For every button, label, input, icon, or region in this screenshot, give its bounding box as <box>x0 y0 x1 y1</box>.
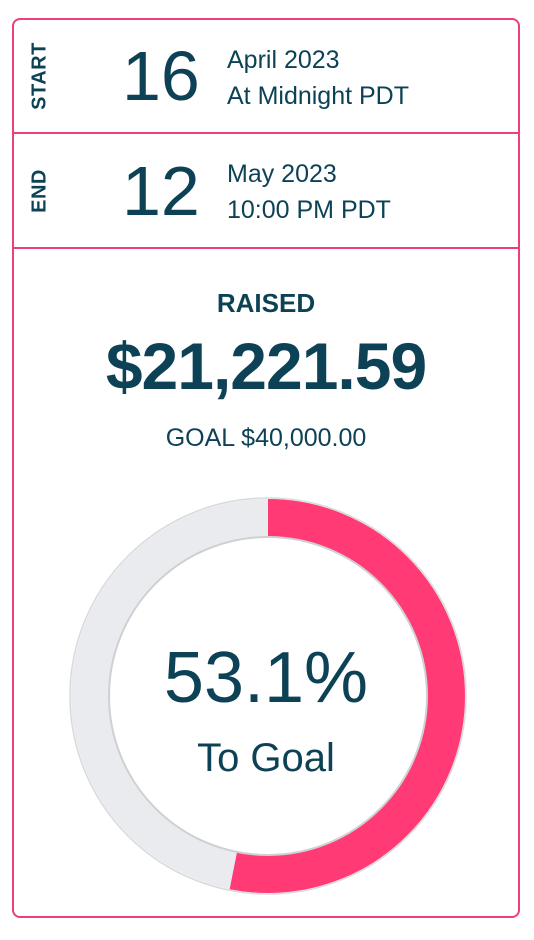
progress-percent: 53.1% <box>163 638 369 718</box>
progress-ring <box>69 497 467 895</box>
gauge-outer-outline <box>69 497 467 895</box>
start-date-row: START 16 April 2023 At Midnight PDT <box>14 20 518 134</box>
progress-caption: To Goal <box>197 736 335 780</box>
end-month-year: May 2023 <box>227 160 337 188</box>
goal-amount: GOAL $40,000.00 <box>165 424 367 452</box>
gauge-progress-arc <box>71 499 465 893</box>
end-day: 12 <box>122 151 200 230</box>
end-time: 10:00 PM PDT <box>227 196 391 224</box>
gauge-inner-outline <box>108 536 428 856</box>
start-time: At Midnight PDT <box>227 82 410 110</box>
start-month-year: April 2023 <box>227 46 340 74</box>
raised-amount: $21,221.59 <box>105 329 427 403</box>
start-date-details: April 2023 At Midnight PDT <box>227 42 409 114</box>
fundraising-card: START 16 April 2023 At Midnight PDT END … <box>12 18 520 918</box>
progress-gauge <box>62 490 474 902</box>
start-day: 16 <box>122 37 200 115</box>
end-date-details: May 2023 10:00 PM PDT <box>227 156 391 228</box>
end-date-row: END 12 May 2023 10:00 PM PDT <box>14 134 518 249</box>
raised-label: RAISED <box>216 288 316 318</box>
